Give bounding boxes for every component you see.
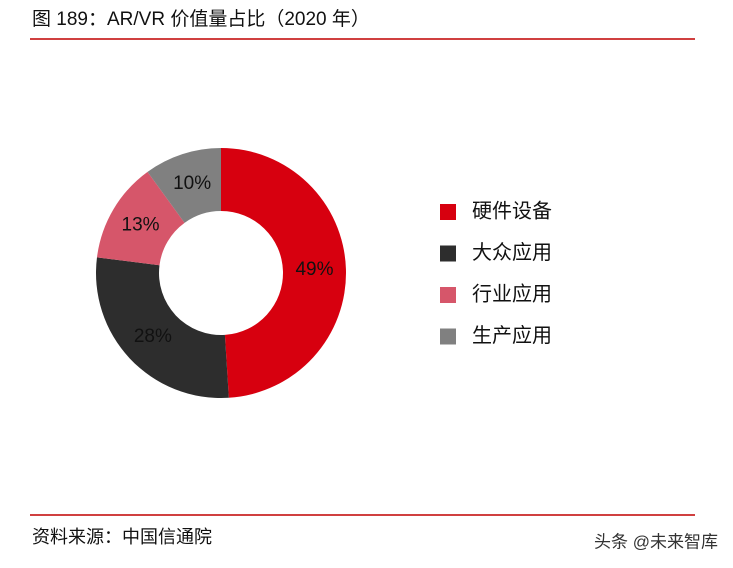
donut-slice [96, 171, 185, 266]
legend-swatch [440, 204, 456, 220]
source: 资料来源：中国信通院 [32, 527, 212, 547]
data-label: 10% [173, 173, 211, 194]
legend-swatch [440, 328, 456, 345]
data-label: 28% [134, 326, 172, 347]
legend-label: 生产应用 [472, 324, 552, 347]
legend-label: 行业应用 [472, 282, 552, 305]
legend-swatch [440, 287, 456, 303]
legend-label: 硬件设备 [472, 199, 552, 222]
legend-label: 大众应用 [472, 241, 552, 264]
chart-title: 图 189：AR/VR 价值量占比（2020 年） [32, 8, 370, 30]
donut-slice [95, 257, 229, 398]
legend-swatch [440, 245, 456, 262]
donut-slice [221, 148, 347, 398]
data-label: 13% [122, 214, 160, 235]
watermark: 头条 @未来智库 [594, 532, 718, 551]
donut-slice [147, 148, 221, 223]
data-label: 49% [295, 259, 333, 280]
